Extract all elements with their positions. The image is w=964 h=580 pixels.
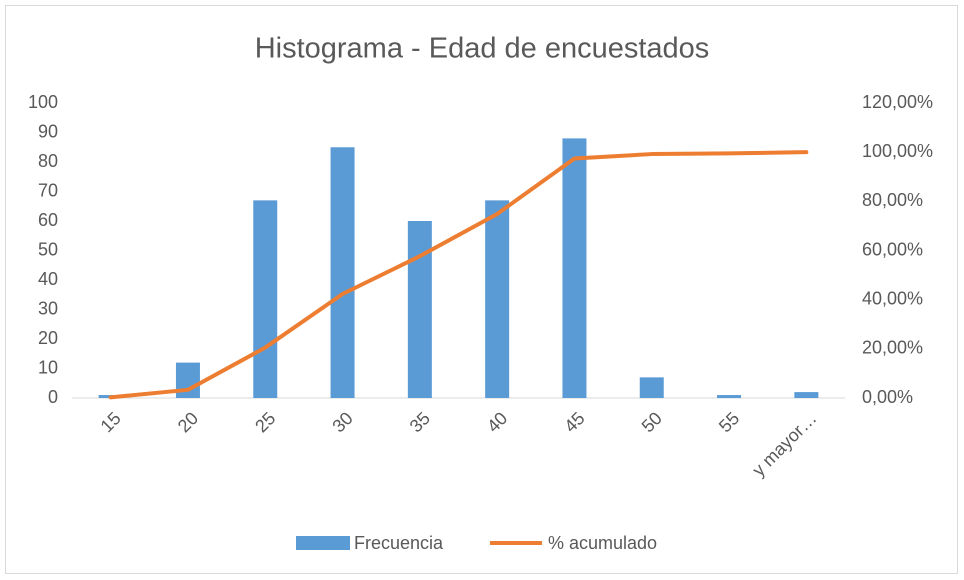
chart-title: Histograma - Edad de encuestados (255, 33, 710, 65)
bar (175, 362, 200, 398)
y-tick-label: 50 (38, 239, 58, 259)
legend-label: % acumulado (548, 533, 657, 553)
y2-tick-label: 20,00% (862, 338, 923, 358)
y-tick-label: 100 (28, 92, 58, 112)
y2-tick-label: 120,00% (862, 92, 933, 112)
y-tick-label: 60 (38, 210, 58, 230)
y-tick-label: 70 (38, 180, 58, 200)
y-tick-label: 80 (38, 151, 58, 171)
bar (717, 395, 742, 398)
chart-border (5, 5, 958, 574)
bar (485, 200, 510, 398)
y-tick-label: 20 (38, 328, 58, 348)
bar (330, 147, 355, 398)
y-tick-label: 10 (38, 357, 58, 377)
bar (253, 200, 278, 398)
bar (407, 221, 432, 398)
bar (639, 377, 664, 398)
y-tick-label: 90 (38, 121, 58, 141)
y-tick-label: 0 (48, 387, 58, 407)
y2-tick-label: 100,00% (862, 141, 933, 161)
y-tick-label: 30 (38, 298, 58, 318)
line (108, 150, 809, 400)
legend-key (296, 536, 350, 550)
y2-tick-label: 60,00% (862, 239, 923, 259)
y2-tick-label: 80,00% (862, 190, 923, 210)
y-tick-label: 40 (38, 269, 58, 289)
bar (562, 138, 587, 398)
legend-label: Frecuencia (354, 533, 444, 553)
bar (794, 392, 819, 398)
y2-tick-label: 40,00% (862, 288, 923, 308)
y2-tick-label: 0,00% (862, 387, 913, 407)
